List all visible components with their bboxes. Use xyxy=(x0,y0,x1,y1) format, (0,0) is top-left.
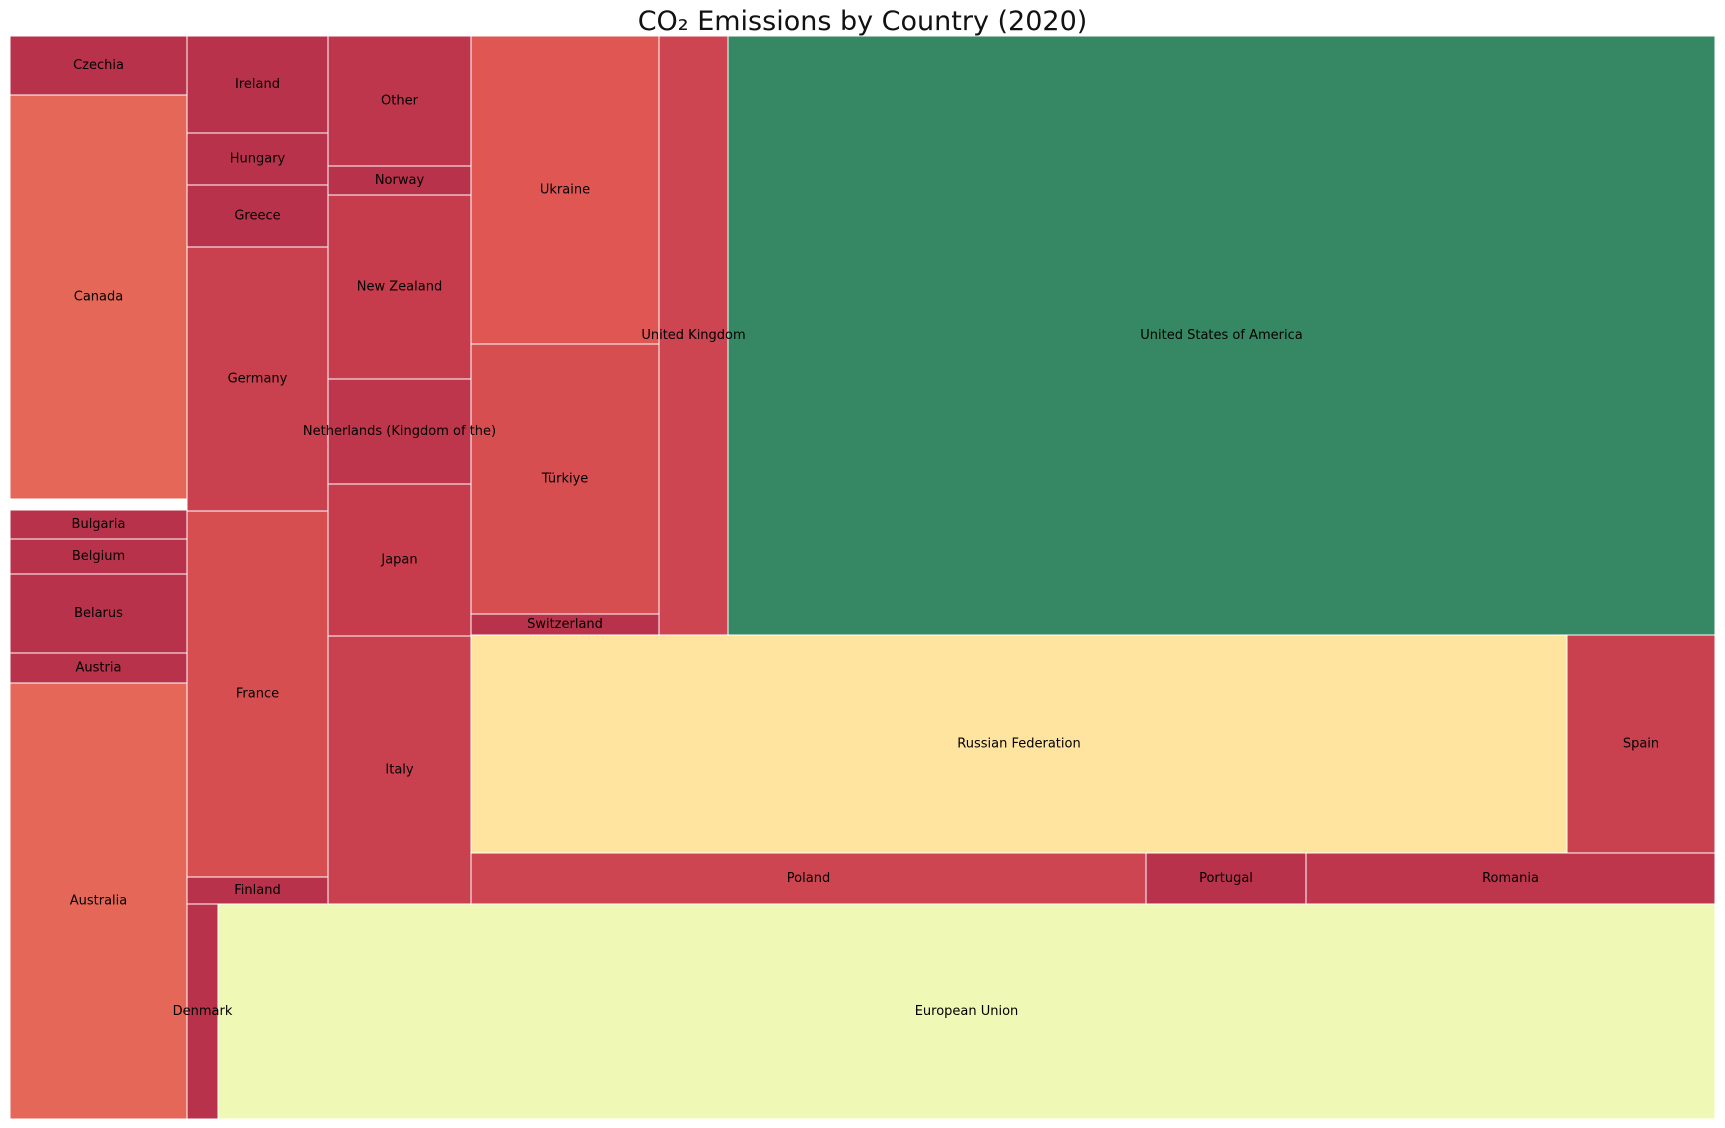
treemap-label-czechia: Czechia xyxy=(73,58,124,73)
treemap-tile-ukraine xyxy=(470,35,660,345)
treemap-tile-australia xyxy=(9,682,188,1120)
treemap-label-belarus: Belarus xyxy=(74,606,123,621)
treemap-label-greece: Greece xyxy=(234,209,280,224)
treemap-tile-denmark xyxy=(186,903,219,1120)
treemap-label-romania: Romania xyxy=(1482,871,1539,886)
treemap-label-italy: Italy xyxy=(385,763,414,778)
treemap-tile-czechia xyxy=(9,35,188,96)
treemap-tile-belarus xyxy=(9,573,188,654)
treemap-label-france: France xyxy=(236,687,279,702)
treemap-tile-turkiye xyxy=(470,343,660,615)
treemap-label-bulgaria: Bulgaria xyxy=(72,517,126,532)
chart-title: CO₂ Emissions by Country (2020) xyxy=(637,6,1088,37)
treemap-label-united-states-of-america: United States of America xyxy=(1140,328,1302,343)
treemap-label-spain: Spain xyxy=(1623,737,1659,752)
treemap-label-turkiye: Türkiye xyxy=(541,472,589,487)
treemap-label-austria: Austria xyxy=(76,661,122,676)
treemap-label-poland: Poland xyxy=(787,871,830,886)
treemap-tile-other xyxy=(327,35,472,167)
treemap-tile-ireland xyxy=(186,35,329,134)
treemap-tile-portugal xyxy=(1145,852,1307,905)
treemap-label-portugal: Portugal xyxy=(1199,871,1253,886)
treemap-tile-france xyxy=(186,510,329,878)
treemap-tile-germany xyxy=(186,246,329,512)
treemap-label-belgium: Belgium xyxy=(72,549,125,564)
treemap-tile-russian-federation xyxy=(470,634,1568,854)
treemap-tile-spain xyxy=(1566,634,1716,854)
treemap-tile-canada xyxy=(9,94,188,500)
treemap-tile-austria xyxy=(9,652,188,684)
treemap-label-switzerland: Switzerland xyxy=(527,617,603,632)
treemap-tile-romania xyxy=(1305,852,1716,905)
treemap-label-australia: Australia xyxy=(70,894,128,909)
treemap-tile-italy xyxy=(327,635,472,905)
treemap-label-hungary: Hungary xyxy=(230,152,286,167)
treemap-label-united-kingdom: United Kingdom xyxy=(641,328,745,343)
treemap-label-russian-federation: Russian Federation xyxy=(957,737,1080,752)
treemap-label-finland: Finland xyxy=(234,883,280,898)
treemap-tile-greece xyxy=(186,184,329,248)
treemap-tile-netherlands-kingdom-of-the xyxy=(327,378,472,485)
treemap-tile-united-states-of-america xyxy=(727,35,1716,636)
treemap-label-japan: Japan xyxy=(380,553,417,568)
treemap-label-other: Other xyxy=(381,94,419,109)
treemap-label-ukraine: Ukraine xyxy=(540,183,590,198)
treemap-label-ireland: Ireland xyxy=(235,77,280,92)
treemap-label-norway: Norway xyxy=(375,173,425,188)
treemap-tile-poland xyxy=(470,852,1147,905)
treemap-label-european-union: European Union xyxy=(915,1004,1019,1019)
treemap-label-canada: Canada xyxy=(74,290,123,305)
treemap-tile-norway xyxy=(327,165,472,196)
treemap-label-denmark: Denmark xyxy=(173,1004,233,1019)
treemap-tile-united-kingdom xyxy=(658,35,729,636)
treemap-tile-hungary xyxy=(186,132,329,186)
treemap-label-new-zealand: New Zealand xyxy=(357,280,442,295)
treemap-label-germany: Germany xyxy=(228,372,288,387)
treemap-tile-finland xyxy=(186,876,329,905)
treemap-label-netherlands-kingdom-of-the: Netherlands (Kingdom of the) xyxy=(303,424,496,439)
treemap-tile-switzerland xyxy=(470,613,660,636)
treemap-tile-japan xyxy=(327,483,472,637)
treemap-tile-new-zealand xyxy=(327,194,472,380)
treemap-tile-bulgaria xyxy=(9,509,188,540)
